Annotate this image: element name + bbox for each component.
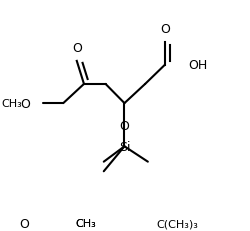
Text: O: O — [20, 97, 30, 110]
Text: O: O — [19, 217, 29, 230]
Text: CH₃: CH₃ — [1, 99, 22, 109]
Text: OH: OH — [188, 59, 207, 72]
Text: Si: Si — [119, 140, 130, 153]
Text: O: O — [72, 42, 82, 55]
Text: CH₃: CH₃ — [75, 218, 96, 228]
Text: C(CH₃)₃: C(CH₃)₃ — [157, 218, 199, 228]
Text: CH₃: CH₃ — [75, 218, 96, 228]
Text: O: O — [160, 23, 170, 36]
Text: O: O — [120, 119, 130, 132]
